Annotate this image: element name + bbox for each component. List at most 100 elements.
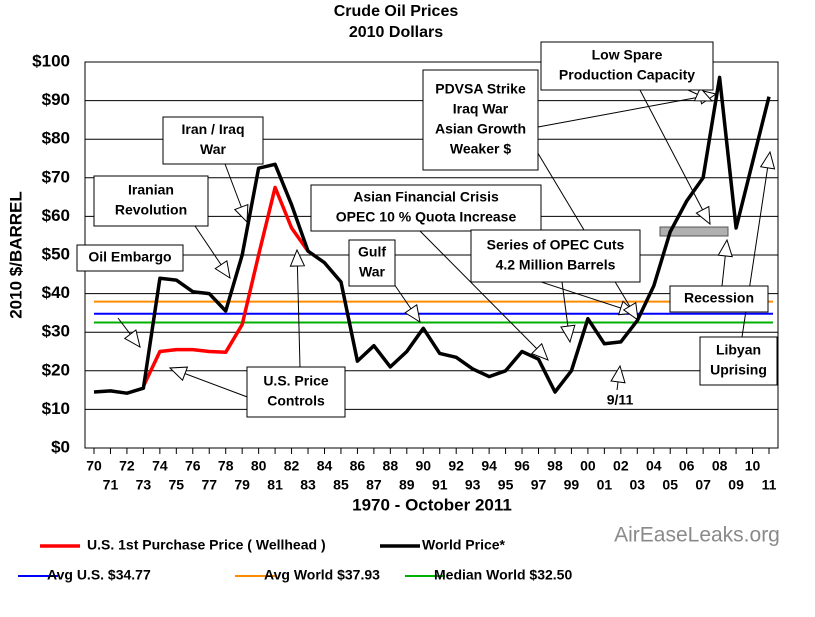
callout-arrowhead bbox=[560, 324, 576, 344]
x-tick-label: 03 bbox=[630, 477, 646, 493]
y-tick-label: $70 bbox=[42, 167, 70, 186]
x-tick-label: 93 bbox=[465, 477, 481, 493]
chart-title: Crude Oil Prices bbox=[334, 3, 459, 20]
annotation-text: Weaker $ bbox=[450, 141, 511, 157]
callout-arrowhead bbox=[717, 238, 733, 258]
x-tick-label: 11 bbox=[762, 477, 777, 493]
annotation-box bbox=[540, 41, 714, 91]
legend-label: U.S. 1st Purchase Price ( Wellhead ) bbox=[87, 537, 326, 553]
x-tick-label: 89 bbox=[399, 477, 415, 493]
x-tick-label: 76 bbox=[185, 458, 201, 474]
x-tick-label: 02 bbox=[613, 458, 629, 474]
x-tick-label: 80 bbox=[251, 458, 267, 474]
x-tick-label: 08 bbox=[712, 458, 728, 474]
x-tick-label: 75 bbox=[169, 477, 185, 493]
x-tick-label: 00 bbox=[580, 458, 596, 474]
annotation-text: Iranian bbox=[128, 182, 174, 198]
callout-line bbox=[419, 230, 549, 361]
annotation-box bbox=[162, 116, 264, 165]
x-tick-label: 82 bbox=[284, 458, 300, 474]
callout-arrowhead bbox=[123, 329, 141, 348]
x-tick-label: 92 bbox=[448, 458, 464, 474]
x-tick-label: 73 bbox=[136, 477, 152, 493]
y-tick-label: $80 bbox=[42, 129, 70, 148]
callout-arrowhead bbox=[168, 366, 189, 382]
callout-line bbox=[537, 93, 717, 128]
watermark: AirEaseLeaks.org bbox=[614, 524, 780, 547]
y-tick-label: $0 bbox=[51, 437, 70, 456]
x-tick-label: 10 bbox=[745, 458, 761, 474]
y-tick-label: $90 bbox=[42, 90, 70, 109]
x-tick-label: 72 bbox=[119, 458, 135, 474]
callout-line bbox=[296, 249, 301, 368]
y-tick-label: $40 bbox=[42, 283, 70, 302]
callout-line bbox=[639, 89, 711, 225]
annotation-text: Uprising bbox=[710, 362, 767, 378]
y-tick-label: $20 bbox=[42, 360, 70, 379]
annotation-box bbox=[76, 244, 184, 272]
annotation-box bbox=[93, 175, 209, 227]
legend-label: Avg U.S. $34.77 bbox=[47, 567, 151, 583]
y-tick-label: $50 bbox=[42, 244, 70, 263]
x-tick-label: 83 bbox=[300, 477, 316, 493]
x-axis-label: 1970 - October 2011 bbox=[352, 495, 512, 514]
annotation-text: U.S. Price bbox=[263, 373, 329, 389]
callout-arrowhead bbox=[404, 303, 421, 324]
x-tick-label: 09 bbox=[728, 477, 744, 493]
annotation-text: Series of OPEC Cuts bbox=[487, 237, 625, 253]
x-tick-label: 84 bbox=[317, 458, 333, 474]
annotation-text: Revolution bbox=[115, 202, 187, 218]
x-tick-label: 79 bbox=[234, 477, 250, 493]
annotation-box bbox=[348, 239, 396, 287]
y-axis-label: 2010 $/BARREL bbox=[6, 191, 25, 319]
x-tick-label: 06 bbox=[679, 458, 695, 474]
y-tick-label: $60 bbox=[42, 206, 70, 225]
callout-arrowhead bbox=[695, 205, 711, 226]
x-tick-label: 96 bbox=[514, 458, 530, 474]
x-tick-label: 90 bbox=[415, 458, 431, 474]
annotation-box bbox=[310, 184, 542, 232]
x-tick-label: 77 bbox=[201, 477, 217, 493]
chart-subtitle: 2010 Dollars bbox=[349, 24, 443, 41]
series-line bbox=[93, 75, 771, 395]
x-tick-label: 04 bbox=[646, 458, 662, 474]
annotation-box bbox=[246, 366, 346, 418]
annotation-text: Gulf bbox=[358, 244, 386, 260]
annotation-text: War bbox=[359, 264, 385, 280]
x-tick-label: 98 bbox=[547, 458, 563, 474]
x-tick-label: 81 bbox=[267, 477, 283, 493]
annotation-text: PDVSA Strike bbox=[435, 81, 526, 97]
annotation-text: Low Spare bbox=[592, 47, 663, 63]
annotation-box bbox=[699, 336, 778, 386]
x-tick-label: 87 bbox=[366, 477, 382, 493]
x-tick-label: 91 bbox=[432, 477, 448, 493]
callout-arrowhead bbox=[289, 248, 306, 267]
legend-label: World Price* bbox=[422, 537, 506, 553]
callout-arrowhead bbox=[622, 301, 639, 322]
annotation-text: War bbox=[200, 141, 226, 157]
annotation-text: OPEC 10 % Quota Increase bbox=[336, 209, 517, 225]
y-tick-label: $100 bbox=[32, 51, 70, 70]
callout-arrowhead bbox=[530, 342, 549, 361]
callout-arrowhead bbox=[610, 364, 626, 384]
annotation-text: Iraq War bbox=[453, 101, 509, 117]
x-tick-label: 74 bbox=[152, 458, 168, 474]
x-tick-label: 95 bbox=[498, 477, 514, 493]
y-tick-label: $30 bbox=[42, 322, 70, 341]
legend-label: Median World $32.50 bbox=[434, 567, 572, 583]
x-tick-label: 88 bbox=[383, 458, 399, 474]
x-tick-label: 78 bbox=[218, 458, 234, 474]
annotation-text: Recession bbox=[684, 290, 754, 306]
annotation-text: 9/11 bbox=[607, 392, 634, 408]
series-line bbox=[141, 185, 310, 387]
x-tick-label: 94 bbox=[481, 458, 497, 474]
callout-arrowhead bbox=[759, 150, 776, 170]
legend-label: Avg World $37.93 bbox=[264, 567, 380, 583]
x-tick-label: 97 bbox=[531, 477, 547, 493]
x-tick-label: 99 bbox=[564, 477, 580, 493]
x-tick-label: 05 bbox=[662, 477, 678, 493]
annotation-text: Asian Financial Crisis bbox=[353, 189, 499, 205]
x-tick-label: 85 bbox=[333, 477, 349, 493]
annotation-text: Controls bbox=[267, 393, 325, 409]
